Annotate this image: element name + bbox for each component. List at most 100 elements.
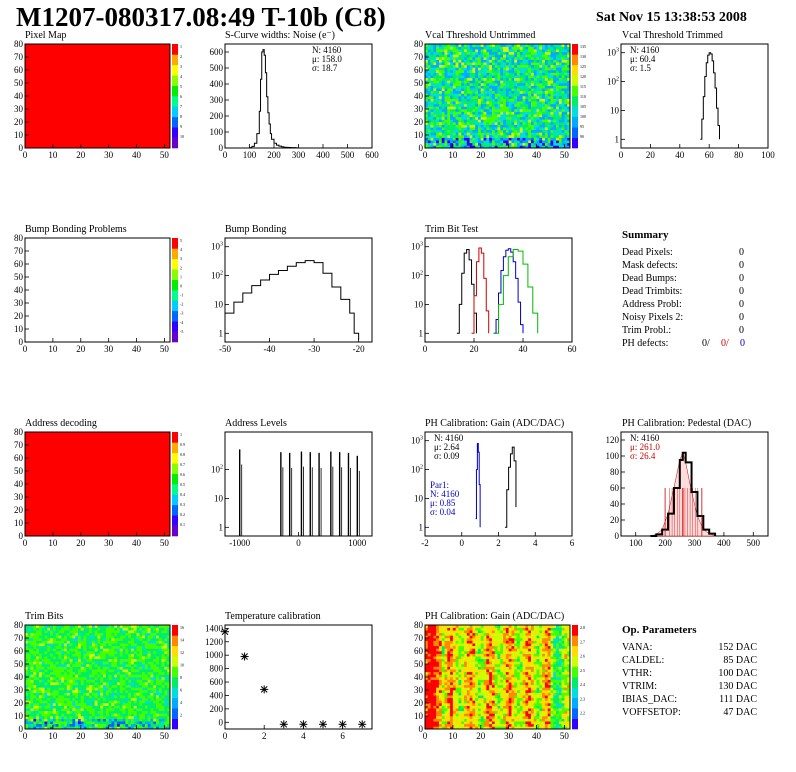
heatmap-cell [491,75,496,79]
heatmap-cell [86,700,90,704]
heatmap-cell [47,690,51,693]
heatmap-cell [458,129,462,133]
heatmap-cell [553,77,557,81]
heatmap-cell [153,638,157,641]
color-scale-step [172,525,178,537]
heatmap-cell [55,638,59,641]
heatmap-cell [47,643,51,647]
heatmap-cell [52,671,56,675]
heatmap-cell [86,656,90,660]
heatmap-cell [500,88,504,92]
heatmap-cell [130,695,135,699]
x-tick-label: 60 [568,344,578,354]
heatmap-cell [142,664,146,667]
heatmap-cell [514,96,518,99]
color-scale-label: 2 [180,54,182,59]
heatmap-cell [128,716,132,719]
heatmap-cell [461,64,465,68]
heatmap-cell [536,109,540,112]
heatmap-cell [511,57,515,60]
heatmap-cell [25,710,29,714]
heatmap-cell [97,656,101,660]
heatmap-cell [50,708,54,712]
heatmap-cell [86,713,90,717]
heatmap-cell [130,669,135,673]
heatmap-cell [147,705,151,709]
heatmap-cell [30,682,34,686]
heatmap-cell [536,145,540,149]
heatmap-cell [66,697,70,701]
heatmap-cell [436,679,440,683]
heatmap-cell [427,703,431,706]
heatmap-cell [161,651,165,654]
heatmap-cell [117,666,121,670]
heatmap-cell [133,703,137,706]
heatmap-cell [75,710,79,714]
heatmap-cell [547,59,551,63]
heatmap-cell [536,46,540,50]
heatmap-cell [125,638,129,641]
heatmap-cell [497,83,501,86]
heatmap-cell [156,713,160,717]
heatmap-cell [494,119,498,123]
heatmap-cell [119,697,123,701]
x-tick-label: 10 [48,344,58,354]
heatmap-cell [50,684,54,688]
heatmap-cell [466,51,470,55]
heatmap-cell [147,690,151,693]
heatmap-cell [556,49,560,53]
heatmap-cell [477,93,482,97]
heatmap-cell [144,627,148,631]
color-scale-label: 105 [580,104,586,109]
series-line-1 [504,446,517,528]
heatmap-cell [464,44,468,47]
heatmap-cell [438,640,443,644]
heatmap-cell [500,62,504,66]
heatmap-cell [466,129,470,133]
heatmap-cell [80,716,84,719]
heatmap-cell [539,119,543,123]
heatmap-cell [64,643,68,647]
heatmap-cell [436,723,440,727]
heatmap-cell [550,132,554,136]
heatmap-cell [427,692,431,696]
heatmap-cell [489,51,493,55]
heatmap-cell [105,658,109,662]
heatmap-cell [436,80,440,84]
color-scale-label: 0 [180,283,182,288]
heatmap-cell [503,77,507,81]
heatmap-cell [433,57,437,60]
heatmap-cell [158,638,162,641]
heatmap-cell [556,67,560,71]
heatmap-cell [539,64,543,68]
heatmap-cell [447,96,451,99]
heatmap-cell [58,716,62,719]
heatmap-fill [25,432,170,536]
color-scale-label: 6 [180,688,182,693]
heatmap-cell [500,101,504,105]
heatmap-cell [125,700,129,704]
heatmap-cell [150,697,154,701]
heatmap-cell [158,718,162,722]
heatmap-cell [561,67,565,71]
series-line-0 [247,49,299,149]
heatmap-cell [427,54,431,58]
heatmap-cell [517,93,521,97]
heatmap-cell [52,723,56,727]
heatmap-cell [147,708,151,712]
heatmap-cell [83,677,87,680]
heatmap-cell [75,664,79,667]
heatmap-cell [491,83,496,86]
heatmap-cell [436,643,440,647]
heatmap-cell [427,690,431,693]
heatmap-cell [122,692,126,696]
heatmap-cell [438,703,443,706]
heatmap-cell [91,635,96,639]
heatmap-cell [519,57,523,60]
heatmap-cell [142,651,146,654]
heatmap-cell [497,140,501,144]
heatmap-cell [536,103,540,107]
heatmap-cell [486,101,490,105]
heatmap-cell [83,648,87,652]
heatmap-cell [25,703,29,706]
